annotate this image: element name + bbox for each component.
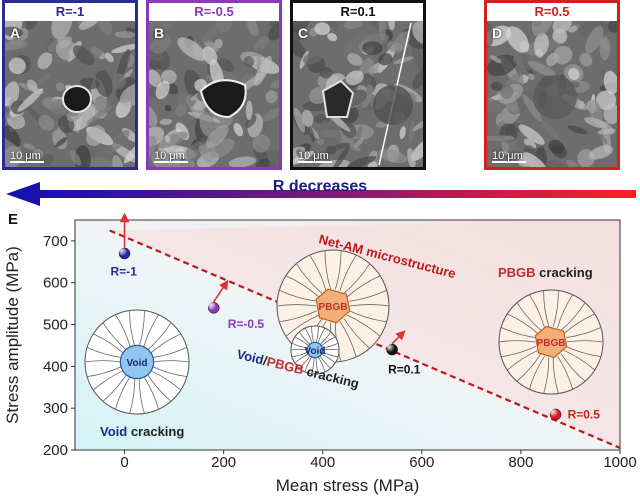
r-decreases-label: R decreases: [272, 178, 368, 195]
micrograph-texture: [149, 21, 279, 167]
void-cracking-label-part: Void: [100, 424, 127, 439]
y-axis-label: Stress amplitude (MPa): [3, 246, 22, 424]
stress-chart: 0 200 400 600 800 1000 200 300 400 500 600 700 Mean …: [3, 211, 637, 495]
panel-letter: D: [492, 25, 503, 41]
pbgb-grain-schematic: PBGB: [498, 289, 604, 395]
svg-text:Void: Void: [305, 346, 326, 357]
void-cracking-label: Void cracking: [100, 424, 184, 439]
data-point-highlight: [550, 408, 559, 417]
pbgb-cracking-label: PBGB cracking: [498, 265, 593, 280]
void-pbgb-cracking-label-part: Void: [235, 346, 265, 367]
panel-title: R=-1: [5, 3, 135, 21]
y-tick-label: 700: [43, 233, 68, 250]
svg-text:PBGB: PBGB: [537, 338, 566, 349]
void-cracking-label-part: cracking: [127, 424, 184, 439]
panel-title: R=0.5: [487, 3, 617, 21]
micrograph-texture: [5, 21, 135, 167]
y-tick-label: 400: [43, 358, 68, 375]
micrograph-panel-d: R=0.5 D 10 μm: [484, 0, 620, 170]
panel-title: R=0.1: [293, 3, 423, 21]
scale-bar: [10, 161, 44, 163]
scale-bar: [154, 161, 188, 163]
x-tick-label: 1000: [603, 454, 636, 471]
trend-arrow: [213, 279, 229, 303]
x-tick-label: 200: [211, 454, 236, 471]
data-point-label: R=-1: [111, 264, 138, 278]
boundary-line: [109, 229, 621, 449]
r-decreases-arrow: [6, 182, 636, 206]
x-tick-label: 800: [508, 454, 533, 471]
x-tick-label: 400: [310, 454, 335, 471]
scale-bar: [492, 161, 526, 163]
micrograph-panel-a: R=-1 A 10 μm: [2, 0, 138, 170]
micrograph-texture: [487, 21, 617, 167]
x-axis-label: Mean stress (MPa): [276, 476, 420, 495]
data-point-highlight: [208, 302, 217, 311]
data-point-highlight: [386, 344, 395, 353]
micrograph-texture: [293, 21, 423, 167]
y-tick-label: 300: [43, 400, 68, 417]
svg-text:Void: Void: [127, 358, 148, 369]
scale-label: 10 μm: [10, 150, 41, 162]
panel-letter: A: [10, 25, 21, 41]
panel-letter: B: [154, 25, 165, 41]
data-point-highlight: [119, 247, 128, 256]
inner-void-schematic: Void: [290, 325, 340, 375]
y-tick-label: 200: [43, 442, 68, 459]
panel-letter: C: [298, 25, 309, 41]
scale-label: 10 μm: [298, 150, 329, 162]
micrograph-panel-c: R=0.1 C 10 μm: [290, 0, 426, 170]
x-tick-label: 0: [120, 454, 128, 471]
data-point-label: R=0.1: [388, 363, 421, 377]
void-grain-schematic: Void: [84, 309, 190, 415]
svg-text:PBGB: PBGB: [319, 302, 348, 313]
scale-bar: [298, 161, 332, 163]
trend-arrow: [391, 330, 406, 345]
micrograph-panel-b: R=-0.5 B 10 μm: [146, 0, 282, 170]
void-pbgb-cracking-label-part: /: [262, 353, 270, 369]
panel-title: R=-0.5: [149, 3, 279, 21]
data-point-label: R=0.5: [568, 407, 601, 421]
scale-label: 10 μm: [154, 150, 185, 162]
y-tick-label: 500: [43, 317, 68, 334]
y-tick-label: 600: [43, 275, 68, 292]
plot-frame: [74, 219, 621, 451]
data-point-label: R=-0.5: [228, 317, 265, 331]
pbgb-cracking-label-part: cracking: [536, 265, 593, 280]
x-tick-label: 600: [409, 454, 434, 471]
panel-letter-e: E: [8, 211, 18, 228]
scale-label: 10 μm: [492, 150, 523, 162]
pbgb-cracking-label-part: PBGB: [498, 265, 536, 280]
